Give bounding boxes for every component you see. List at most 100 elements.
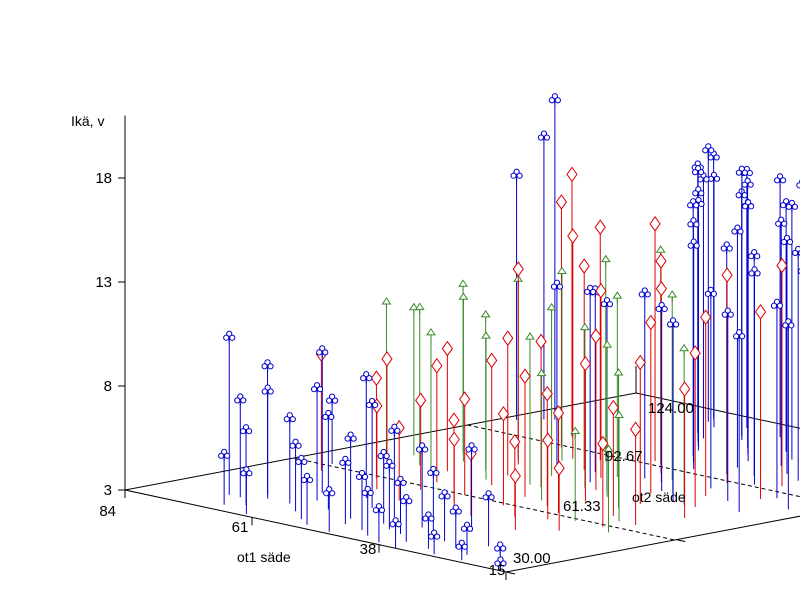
stem-point-diamond-16 bbox=[459, 391, 471, 495]
stem-point-club-3 bbox=[325, 393, 339, 465]
spade-marker-3 bbox=[414, 302, 425, 315]
diamond-marker-11 bbox=[502, 330, 514, 347]
diamond-marker-33 bbox=[721, 267, 733, 283]
stem-point-diamond-19 bbox=[535, 333, 547, 488]
stem-point-club-13 bbox=[283, 412, 296, 504]
diamond-marker-21 bbox=[448, 431, 460, 448]
stem-point-diamond-25 bbox=[590, 328, 602, 491]
stem-point-diamond-2 bbox=[566, 166, 578, 437]
diamond-marker-2 bbox=[566, 166, 578, 183]
club-marker-26 bbox=[692, 186, 705, 199]
stem-point-diamond-14 bbox=[486, 352, 498, 486]
club-marker-53 bbox=[394, 475, 407, 488]
stem-point-club-56 bbox=[372, 503, 386, 543]
club-marker-10 bbox=[316, 345, 329, 358]
club-marker-104 bbox=[733, 329, 746, 342]
club-marker-68 bbox=[748, 266, 761, 279]
stem-point-diamond-5 bbox=[441, 340, 453, 472]
stem-point-diamond-33 bbox=[721, 267, 733, 484]
stem-point-club-51 bbox=[416, 442, 429, 528]
club-marker-58 bbox=[427, 465, 440, 478]
stem-point-club-67 bbox=[438, 489, 451, 542]
club-marker-57 bbox=[775, 216, 788, 229]
y-tick-mark-0 bbox=[505, 571, 516, 575]
stem-point-club-4 bbox=[223, 330, 236, 495]
spade-marker-2 bbox=[458, 279, 469, 292]
club-marker-4 bbox=[223, 330, 236, 343]
club-marker-98 bbox=[600, 297, 614, 310]
stem-point-diamond-38 bbox=[607, 399, 619, 516]
club-marker-89 bbox=[494, 541, 507, 554]
diamond-marker-24 bbox=[497, 406, 510, 422]
stem-point-club-7 bbox=[218, 448, 231, 505]
spade-marker-7 bbox=[480, 309, 491, 322]
club-marker-7 bbox=[218, 448, 231, 461]
club-marker-84 bbox=[455, 539, 468, 552]
stem-point-club-81 bbox=[460, 521, 474, 555]
diamond-marker-9 bbox=[567, 228, 579, 244]
stem-point-club-96 bbox=[584, 284, 597, 483]
club-marker-9 bbox=[239, 424, 253, 437]
club-marker-36 bbox=[388, 423, 401, 436]
stem-point-spade-12 bbox=[525, 332, 535, 485]
stem-point-club-36 bbox=[388, 423, 401, 518]
diamond-marker-20 bbox=[595, 282, 607, 299]
stem-point-club-84 bbox=[455, 539, 468, 561]
floor-gridline-0 bbox=[293, 457, 675, 541]
stem-point-club-24 bbox=[295, 454, 308, 520]
diamond-marker-31 bbox=[645, 314, 657, 331]
spade-marker-23 bbox=[679, 343, 690, 356]
club-marker-41 bbox=[377, 448, 390, 462]
stem-point-club-72 bbox=[792, 245, 800, 481]
club-marker-1 bbox=[537, 130, 551, 143]
club-marker-22 bbox=[322, 409, 335, 422]
x-tick-15: 15 bbox=[489, 562, 506, 579]
spade-marker-21 bbox=[613, 368, 624, 381]
club-marker-102 bbox=[721, 307, 734, 320]
club-marker-54 bbox=[720, 241, 733, 254]
club-marker-35 bbox=[741, 177, 754, 190]
spade-marker-14 bbox=[612, 291, 623, 304]
stem-point-spade-23 bbox=[679, 343, 690, 505]
stem-point-club-28 bbox=[735, 165, 748, 441]
stem-point-club-21 bbox=[697, 172, 710, 439]
spade-marker-24 bbox=[614, 410, 624, 423]
stem-point-spade-5 bbox=[426, 327, 436, 473]
stem-point-club-48 bbox=[361, 485, 374, 536]
stem-point-diamond-1 bbox=[381, 351, 393, 468]
club-marker-48 bbox=[361, 485, 374, 498]
club-marker-8 bbox=[261, 384, 274, 397]
diamond-marker-27 bbox=[655, 280, 667, 297]
diamond-marker-29 bbox=[579, 355, 592, 372]
club-marker-16 bbox=[707, 171, 721, 184]
stem-point-diamond-21 bbox=[448, 431, 460, 509]
diamond-marker-7 bbox=[512, 261, 524, 277]
stem-point-spade-15 bbox=[579, 322, 590, 488]
club-marker-3 bbox=[325, 393, 339, 406]
stem-point-club-30 bbox=[692, 196, 705, 451]
stem-point-spade-10 bbox=[600, 254, 611, 462]
z-tick-18: 18 bbox=[95, 170, 112, 187]
stem-point-spade-18 bbox=[602, 340, 613, 497]
stem-point-spade-24 bbox=[614, 410, 624, 522]
y-tick-124: 124.00 bbox=[648, 400, 694, 417]
stem-point-club-99 bbox=[655, 301, 668, 492]
stem-point-diamond-12 bbox=[594, 219, 606, 461]
diamond-marker-28 bbox=[541, 385, 553, 402]
spade-marker-25 bbox=[603, 444, 614, 457]
club-marker-51 bbox=[416, 442, 429, 455]
stem-point-diamond-10 bbox=[415, 392, 427, 490]
spade-marker-12 bbox=[525, 332, 535, 345]
z-tick-13: 13 bbox=[95, 274, 112, 291]
stem-point-club-46 bbox=[383, 458, 396, 530]
stem-point-club-52 bbox=[785, 199, 798, 460]
stem-point-club-102 bbox=[721, 307, 734, 501]
club-marker-6 bbox=[261, 359, 274, 372]
floor-gridline-1 bbox=[467, 424, 800, 498]
club-marker-39 bbox=[323, 486, 336, 499]
diamond-marker-1 bbox=[381, 351, 393, 367]
diamond-marker-39 bbox=[776, 257, 788, 274]
club-marker-61 bbox=[400, 494, 413, 507]
diamond-marker-34 bbox=[542, 432, 554, 449]
